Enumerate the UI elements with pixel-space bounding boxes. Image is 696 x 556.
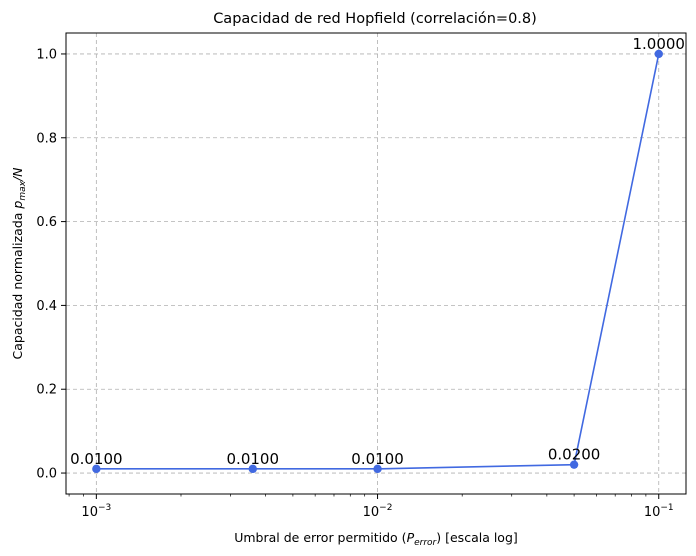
x-tick-label: 10−2	[363, 503, 393, 520]
y-tick-label: 1.0	[36, 47, 57, 62]
chart-title: Capacidad de red Hopfield (correlación=0…	[213, 11, 537, 27]
data-label: 0.0100	[70, 450, 123, 468]
data-label: 0.0200	[548, 446, 601, 464]
x-tick-label: 10−1	[644, 503, 674, 520]
y-axis: 0.0 0.2 0.4 0.6 0.8 1.0	[36, 47, 66, 482]
data-point	[569, 460, 579, 469]
y-tick-label: 0.6	[36, 215, 57, 230]
x-axis-label: Umbral de error permitido (Perror) [esca…	[234, 530, 518, 548]
y-axis-label: Capacidad normalizada pmax/N	[10, 167, 28, 360]
data-points	[92, 49, 663, 474]
y-tick-label: 0.2	[36, 383, 57, 398]
y-tick-label: 0.0	[36, 467, 57, 482]
data-point	[92, 464, 101, 474]
data-point	[248, 464, 257, 474]
y-tick-label: 0.4	[36, 299, 57, 314]
plot-frame	[65, 32, 687, 495]
data-label: 0.0100	[227, 450, 280, 468]
x-axis: 10−3 10−2 10−1	[68, 494, 674, 520]
x-tick-label: 10−3	[81, 503, 111, 520]
data-label: 1.0000	[632, 35, 685, 53]
data-point	[373, 464, 382, 474]
data-labels: 0.0100 0.0100 0.0100 0.0200 1.0000	[70, 35, 685, 468]
data-label: 0.0100	[351, 450, 404, 468]
grid	[66, 33, 686, 494]
y-tick-label: 0.8	[36, 131, 57, 146]
data-point	[654, 49, 663, 59]
